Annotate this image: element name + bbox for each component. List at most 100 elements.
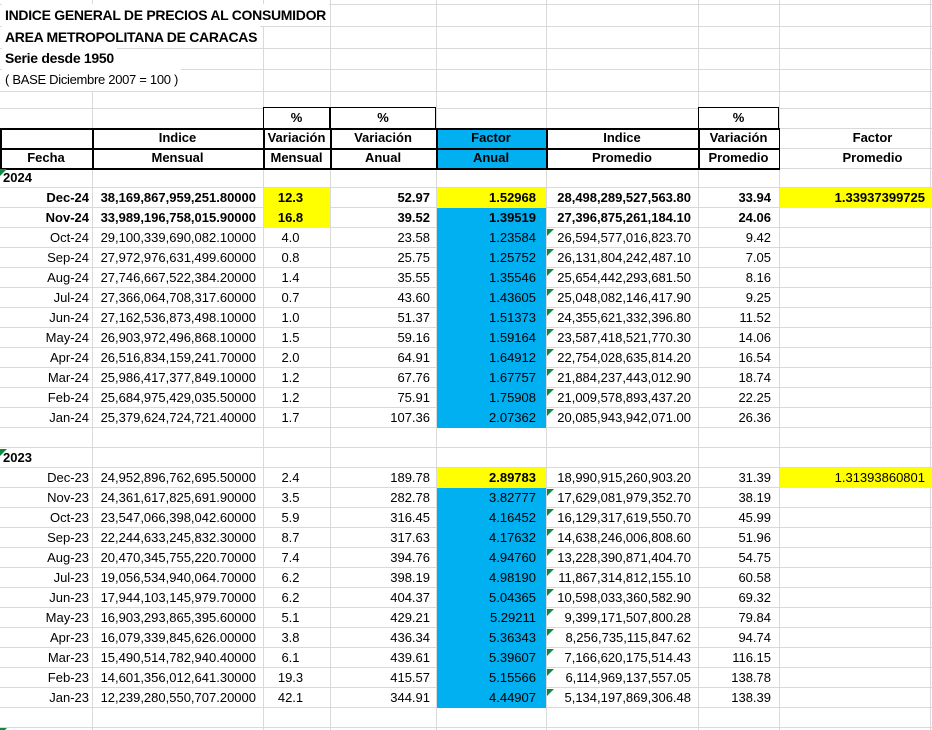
cell-jul-24-var-promedio[interactable]: 9.25 (745, 290, 771, 305)
cell-nov-23-var-promedio[interactable]: 38.19 (738, 490, 771, 505)
cell-oct-24-indice-mensual[interactable]: 29,100,339,690,082.10000 (100, 230, 256, 245)
cell-aug-23-var-anual[interactable]: 394.76 (390, 550, 430, 565)
cell-dec-24-factor-promedio[interactable]: 1.33937399725 (834, 190, 925, 205)
header-variacion-mensual[interactable]: Variación (267, 130, 326, 145)
cell-dec-23-var-promedio[interactable]: 31.39 (738, 470, 771, 485)
cell-oct-24-fecha[interactable]: Oct-24 (49, 230, 89, 245)
cell-oct-23-var-mensual[interactable]: 5.9 (281, 510, 300, 525)
cell-mar-23-var-anual[interactable]: 439.61 (390, 650, 430, 665)
cell-may-23-var-promedio[interactable]: 79.84 (738, 610, 771, 625)
cell-nov-23-indice-promedio[interactable]: 17,629,081,979,352.70 (557, 490, 691, 505)
cell-feb-24-var-promedio[interactable]: 22.25 (738, 390, 771, 405)
cell-apr-23-var-promedio[interactable]: 94.74 (738, 630, 771, 645)
title-line-2[interactable]: AREA METROPOLITANA DE CARACAS (2, 26, 261, 48)
header-pct-promedio[interactable]: % (732, 110, 745, 125)
cell-jun-24-factor-anual[interactable]: 1.51373 (489, 310, 536, 325)
cell-jan-23-var-anual[interactable]: 344.91 (390, 690, 430, 705)
title-line-4[interactable]: ( BASE Diciembre 2007 = 100 ) (2, 69, 182, 91)
cell-sep-23-var-mensual[interactable]: 8.7 (281, 530, 300, 545)
cell-may-23-var-anual[interactable]: 429.21 (390, 610, 430, 625)
cell-dec-23-factor-anual[interactable]: 2.89783 (489, 470, 536, 485)
cell-aug-24-var-anual[interactable]: 35.55 (397, 270, 430, 285)
header-variacion-promedio[interactable]: Variación (709, 130, 768, 145)
cell-jun-24-fecha[interactable]: Jun-24 (49, 310, 89, 325)
cell-jul-23-factor-anual[interactable]: 4.98190 (489, 570, 536, 585)
cell-feb-23-fecha[interactable]: Feb-23 (47, 670, 89, 685)
cell-jan-24-var-anual[interactable]: 107.36 (390, 410, 430, 425)
cell-mar-24-indice-mensual[interactable]: 25,986,417,377,849.10000 (100, 370, 256, 385)
cell-jun-23-fecha[interactable]: Jun-23 (49, 590, 89, 605)
header-variacion-anual[interactable]: Variación (354, 130, 412, 145)
cell-dec-23-factor-promedio[interactable]: 1.31393860801 (834, 470, 925, 485)
cell-feb-23-var-promedio[interactable]: 138.78 (731, 670, 771, 685)
cell-apr-24-indice-promedio[interactable]: 22,754,028,635,814.20 (557, 350, 691, 365)
cell-feb-24-var-mensual[interactable]: 1.2 (281, 390, 300, 405)
cell-apr-23-factor-anual[interactable]: 5.36343 (489, 630, 536, 645)
cell-oct-23-var-anual[interactable]: 316.45 (390, 510, 430, 525)
cell-dec-23-indice-mensual[interactable]: 24,952,896,762,695.50000 (100, 470, 256, 485)
cell-nov-24-fecha[interactable]: Nov-24 (45, 210, 89, 225)
cell-mar-24-indice-promedio[interactable]: 21,884,237,443,012.90 (557, 370, 691, 385)
cell-oct-23-factor-anual[interactable]: 4.16452 (489, 510, 536, 525)
cell-jun-23-indice-mensual[interactable]: 17,944,103,145,979.70000 (100, 590, 256, 605)
header-indice-mensual[interactable]: Indice (158, 130, 197, 145)
cell-sep-24-factor-anual[interactable]: 1.25752 (489, 250, 536, 265)
cell-may-24-factor-anual[interactable]: 1.59164 (489, 330, 536, 345)
cell-aug-24-factor-anual[interactable]: 1.35546 (489, 270, 536, 285)
cell-aug-23-var-mensual[interactable]: 7.4 (281, 550, 300, 565)
cell-feb-24-var-anual[interactable]: 75.91 (397, 390, 430, 405)
cell-sep-24-indice-promedio[interactable]: 26,131,804,242,487.10 (557, 250, 691, 265)
cell-jul-23-indice-mensual[interactable]: 19,056,534,940,064.70000 (100, 570, 256, 585)
cell-feb-24-factor-anual[interactable]: 1.75908 (489, 390, 536, 405)
header-mensual-1[interactable]: Mensual (151, 150, 204, 165)
cell-may-24-var-mensual[interactable]: 1.5 (281, 330, 300, 345)
cell-mar-23-var-promedio[interactable]: 116.15 (732, 650, 771, 665)
cell-may-23-indice-mensual[interactable]: 16,903,293,865,395.60000 (100, 610, 256, 625)
cell-jul-24-indice-promedio[interactable]: 25,048,082,146,417.90 (557, 290, 691, 305)
cell-jul-23-fecha[interactable]: Jul-23 (53, 570, 89, 585)
cell-may-23-var-mensual[interactable]: 5.1 (281, 610, 300, 625)
cell-apr-24-var-mensual[interactable]: 2.0 (281, 350, 300, 365)
cell-may-23-fecha[interactable]: May-23 (45, 610, 89, 625)
cell-jan-24-factor-anual[interactable]: 2.07362 (489, 410, 536, 425)
cell-jul-23-var-anual[interactable]: 398.19 (390, 570, 430, 585)
cell-mar-23-indice-mensual[interactable]: 15,490,514,782,940.40000 (100, 650, 256, 665)
cell-jul-24-factor-anual[interactable]: 1.43605 (489, 290, 536, 305)
cell-apr-24-var-anual[interactable]: 64.91 (397, 350, 430, 365)
cell-nov-24-factor-anual[interactable]: 1.39519 (489, 210, 536, 225)
cell-apr-24-indice-mensual[interactable]: 26,516,834,159,241.70000 (100, 350, 256, 365)
cell-sep-24-indice-mensual[interactable]: 27,972,976,631,499.60000 (100, 250, 256, 265)
cell-oct-24-var-anual[interactable]: 23.58 (397, 230, 430, 245)
cell-jan-24-var-mensual[interactable]: 1.7 (281, 410, 300, 425)
cell-apr-23-var-anual[interactable]: 436.34 (390, 630, 430, 645)
cell-apr-24-factor-anual[interactable]: 1.64912 (489, 350, 536, 365)
header-pct-mensual[interactable]: % (290, 110, 303, 125)
cell-jul-23-var-promedio[interactable]: 60.58 (738, 570, 771, 585)
cell-jun-24-var-mensual[interactable]: 1.0 (281, 310, 300, 325)
cell-jul-24-var-mensual[interactable]: 0.7 (281, 290, 300, 305)
cell-mar-23-var-mensual[interactable]: 6.1 (281, 650, 300, 665)
cell-jul-24-var-anual[interactable]: 43.60 (397, 290, 430, 305)
cell-oct-24-factor-anual[interactable]: 1.23584 (489, 230, 536, 245)
cell-apr-24-var-promedio[interactable]: 16.54 (738, 350, 771, 365)
cell-aug-24-var-mensual[interactable]: 1.4 (281, 270, 300, 285)
cell-oct-24-var-mensual[interactable]: 4.0 (281, 230, 300, 245)
cell-oct-23-indice-promedio[interactable]: 16,129,317,619,550.70 (557, 510, 691, 525)
cell-may-23-indice-promedio[interactable]: 9,399,171,507,800.28 (564, 610, 691, 625)
cell-aug-23-var-promedio[interactable]: 54.75 (738, 550, 771, 565)
header-pct-anual[interactable]: % (377, 110, 389, 125)
cell-mar-24-fecha[interactable]: Mar-24 (47, 370, 89, 385)
cell-oct-23-var-promedio[interactable]: 45.99 (738, 510, 771, 525)
title-line-3[interactable]: Serie desde 1950 (2, 48, 117, 69)
cell-jun-23-factor-anual[interactable]: 5.04365 (489, 590, 536, 605)
cell-aug-24-var-promedio[interactable]: 8.16 (745, 270, 771, 285)
cell-nov-24-var-mensual[interactable]: 16.8 (277, 210, 304, 225)
cell-aug-23-factor-anual[interactable]: 4.94760 (489, 550, 536, 565)
header-mensual-2[interactable]: Mensual (270, 150, 323, 165)
header-promedio-1[interactable]: Promedio (592, 150, 652, 165)
cell-dec-24-indice-promedio[interactable]: 28,498,289,527,563.80 (557, 190, 691, 205)
cell-sep-23-var-anual[interactable]: 317.63 (390, 530, 430, 545)
cell-feb-24-fecha[interactable]: Feb-24 (47, 390, 89, 405)
cell-feb-24-indice-promedio[interactable]: 21,009,578,893,437.20 (557, 390, 691, 405)
cell-dec-23-fecha[interactable]: Dec-23 (47, 470, 89, 485)
